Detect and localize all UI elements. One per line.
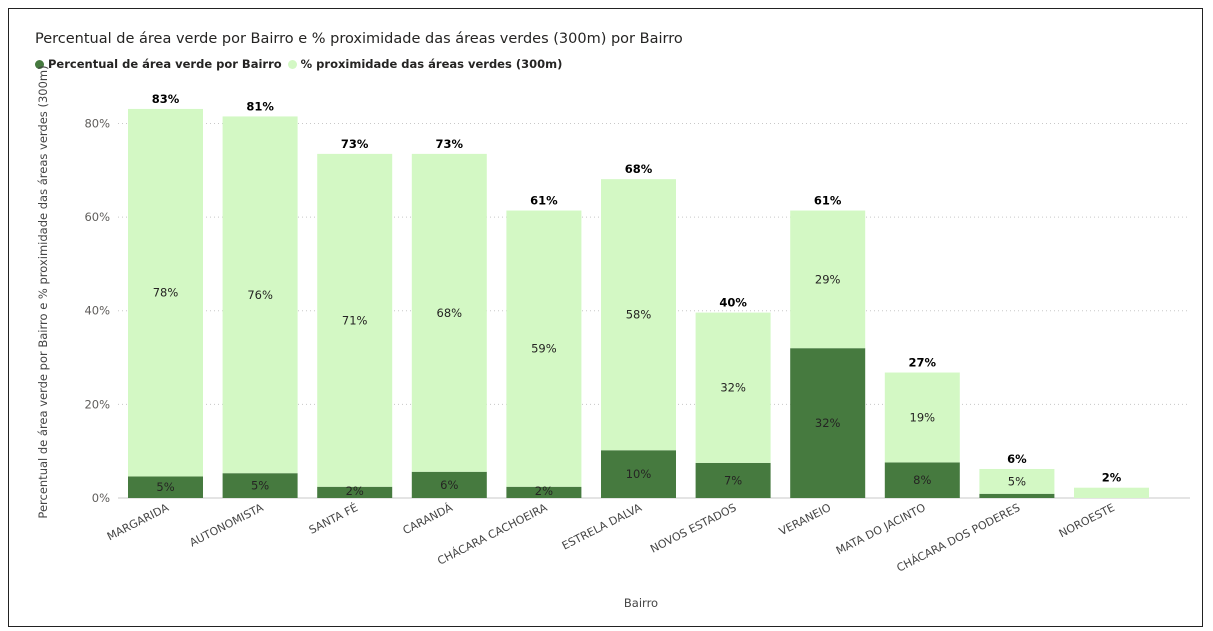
bar-proximidade [790,210,866,349]
data-label-proximidade: 59% [531,342,557,356]
x-tick-label: CARANDÁ [401,501,455,537]
x-axis-title: Bairro [624,596,658,610]
data-label-total: 81% [246,99,274,113]
data-label-total: 61% [814,194,842,208]
data-label-total: 61% [530,194,558,208]
x-tick-label: MATA DO JACINTO [834,501,928,557]
data-label-area-verde: 6% [440,478,458,492]
bar-area-verde [601,450,676,498]
bar-proximidade [411,153,487,472]
bar-proximidade [317,153,393,487]
data-label-area-verde: 5% [251,479,269,493]
bar-area-verde [884,462,960,498]
bar-area-verde [411,471,487,498]
data-label-total: 83% [152,92,180,106]
legend-marker-dark [35,59,44,69]
legend-item-area-verde[interactable]: Percentual de área verde por Bairro [35,57,282,71]
legend-label-proximidade: % proximidade das áreas verdes (300m) [300,57,563,71]
bar-area-verde [695,462,771,498]
x-tick-label: NOROESTE [1057,501,1117,540]
x-tick-label: MARGARIDA [105,501,171,543]
bar-area-verde [317,486,393,498]
legend-marker-light [287,59,297,69]
bar-proximidade [979,468,1055,494]
data-label-area-verde: 2% [346,484,364,498]
data-label-area-verde: 32% [815,416,841,430]
x-tick-label: AUTONOMISTA [187,501,265,550]
data-label-area-verde: 7% [724,473,742,487]
data-label-proximidade: 76% [247,288,273,302]
data-label-total: 27% [909,356,937,370]
y-tick-label: 0% [92,491,110,505]
data-label-proximidade: 78% [153,286,179,300]
y-tick-label: 40% [84,304,110,318]
y-tick-label: 80% [84,116,110,130]
data-label-proximidade: 29% [815,272,841,286]
bar-area-verde [128,476,203,498]
data-label-proximidade: 19% [910,410,936,424]
bar-proximidade [222,116,298,474]
data-label-area-verde: 5% [156,480,174,494]
legend-item-proximidade[interactable]: % proximidade das áreas verdes (300m) [287,57,563,71]
bar-proximidade [884,372,960,463]
bar-proximidade [601,179,676,451]
bar-area-verde [506,486,582,498]
data-label-proximidade: 5% [1008,474,1026,488]
bar-area-verde [790,348,866,498]
y-tick-label: 60% [84,210,110,224]
bar-proximidade [1074,487,1149,498]
x-tick-label: NOVOS ESTADOS [648,501,738,556]
chart-title: Percentual de área verde por Bairro e % … [35,31,683,47]
data-label-area-verde: 2% [535,484,553,498]
legend-label-area-verde: Percentual de área verde por Bairro [48,57,282,71]
data-label-proximidade: 71% [342,313,368,327]
bar-area-verde [979,493,1055,498]
data-label-area-verde: 8% [913,473,931,487]
data-label-total: 68% [625,162,653,176]
data-label-proximidade: 58% [626,308,652,322]
bar-proximidade [695,312,771,463]
data-label-total: 6% [1007,452,1027,466]
data-label-proximidade: 32% [720,381,746,395]
bar-proximidade [128,108,203,477]
y-axis-title: Percentual de área verde por Bairro e % … [36,65,50,518]
chart-legend: Percentual de área verde por Bairro % pr… [35,57,568,71]
x-tick-label: VERANEIO [777,501,833,538]
data-label-area-verde: 10% [626,467,652,481]
data-label-total: 40% [719,296,747,310]
data-label-total: 73% [436,137,464,151]
bar-proximidade [506,210,582,487]
data-label-total: 2% [1102,471,1122,485]
x-tick-label: SANTA FÉ [307,501,360,537]
data-label-proximidade: 68% [437,306,463,320]
bar-area-verde [222,473,298,498]
y-tick-label: 20% [84,397,110,411]
x-tick-label: ESTRELA DALVA [560,501,644,553]
data-label-total: 73% [341,137,369,151]
